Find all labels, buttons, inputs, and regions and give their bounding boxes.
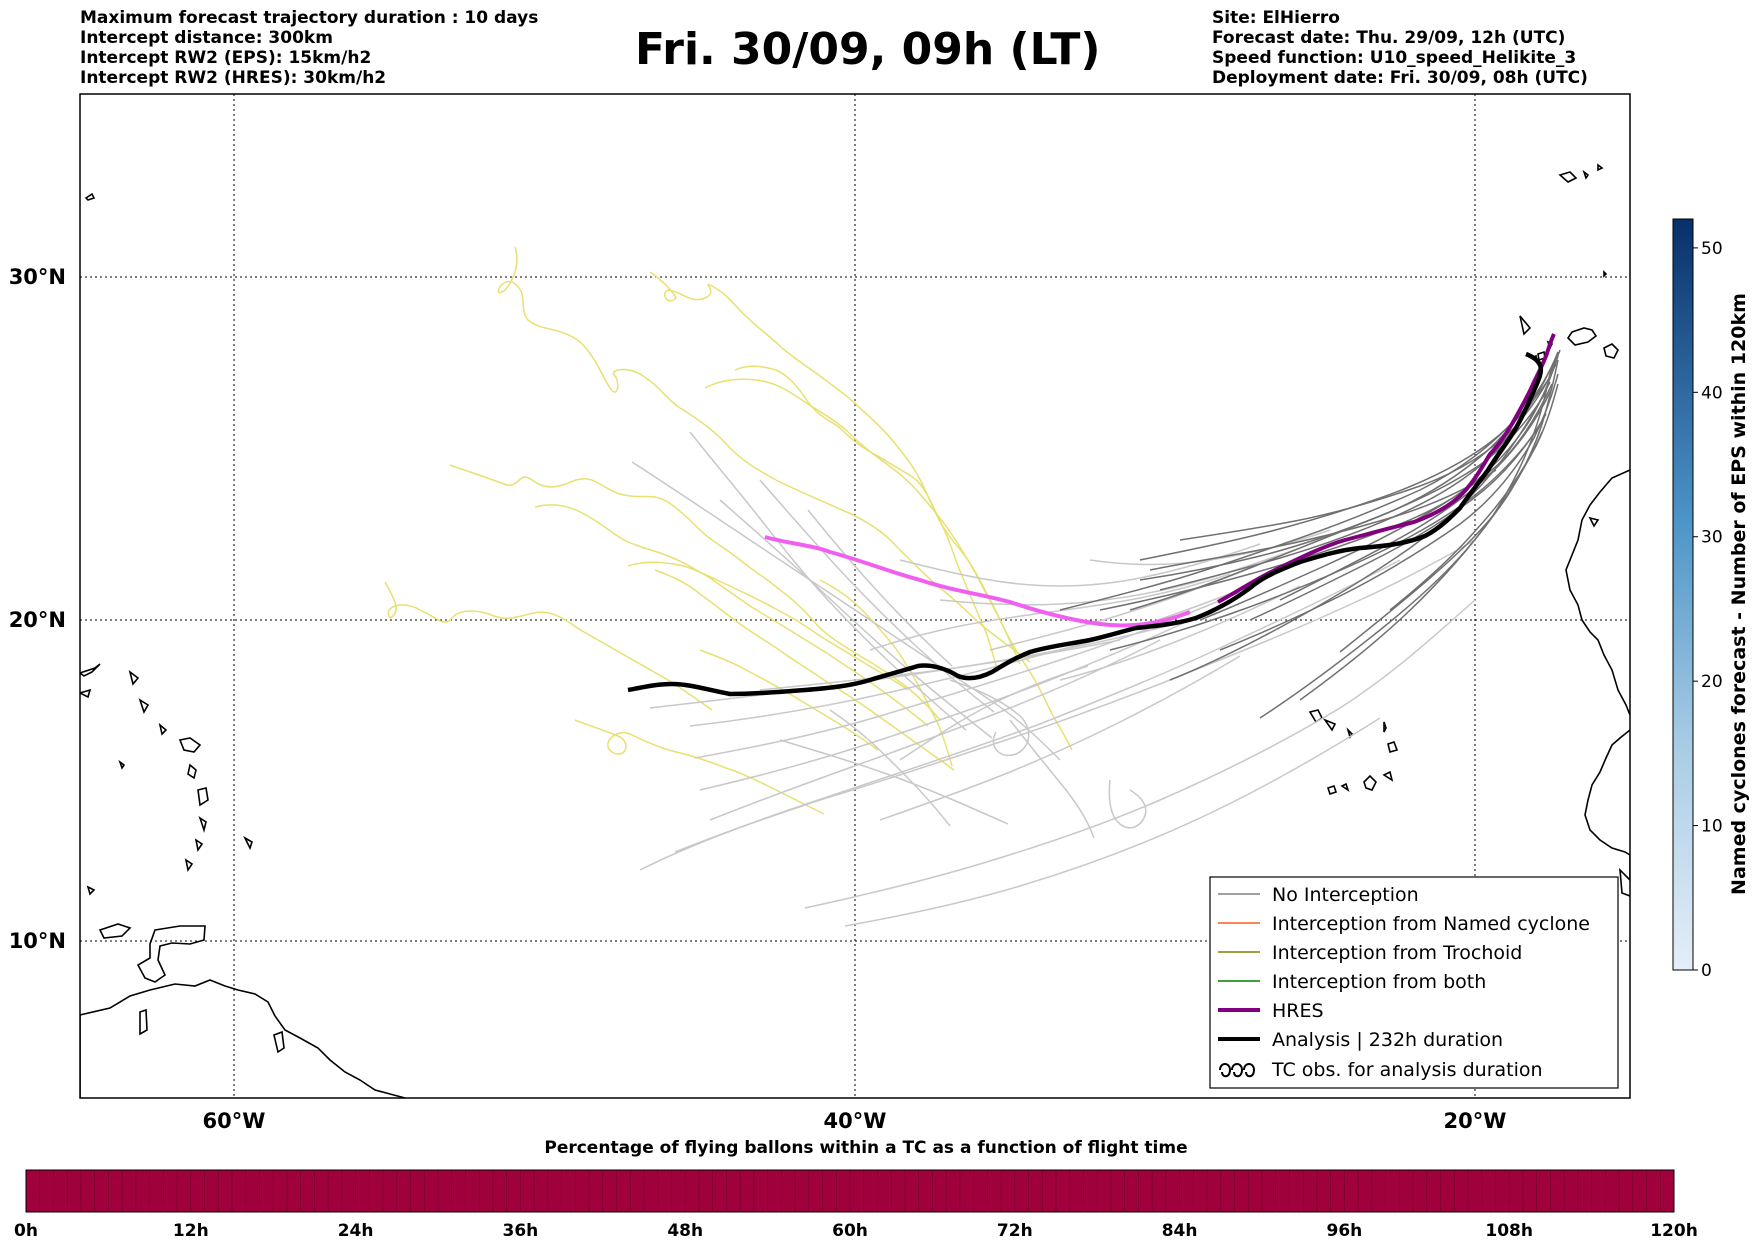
lon-labels: 60°W 40°W 20°W: [203, 1109, 1507, 1133]
legend-item-both: Interception from both: [1218, 971, 1486, 993]
intercept-hres-text: Intercept RW2 (HRES): 30km/h2: [80, 68, 387, 88]
colorbar-right-tick-label: 30: [1701, 528, 1723, 548]
legend-label: Interception from both: [1272, 971, 1486, 993]
map-area: [80, 94, 1630, 1098]
legend-item-analysis: Analysis | 232h duration: [1218, 1029, 1503, 1051]
coastlines: [80, 163, 1630, 1098]
trochoid-trajectories: [384, 246, 1073, 815]
colorbar-bottom-tick-label: 72h: [997, 1221, 1033, 1241]
colorbar-bottom-tick-label: 120h: [1650, 1221, 1698, 1241]
colorbar-right-gradient: [1672, 218, 1694, 971]
intercept-distance-text: Intercept distance: 300km: [80, 28, 333, 48]
colorbar-bottom-divisions: [39, 1170, 1661, 1212]
colorbar-bottom-tick-label: 84h: [1162, 1221, 1198, 1241]
site-text: Site: ElHierro: [1212, 8, 1340, 28]
colorbar-right-ticks: 0 10 20 30 40 50: [1693, 239, 1723, 981]
trochoid-icon: [1219, 1063, 1256, 1078]
header-left-info: Maximum forecast trajectory duration : 1…: [80, 8, 538, 88]
header-right-info: Site: ElHierro Forecast date: Thu. 29/09…: [1212, 8, 1588, 88]
colorbar-bottom-tick-label: 96h: [1327, 1221, 1363, 1241]
colorbar-bottom-tick-label: 108h: [1485, 1221, 1533, 1241]
legend-item-hres: HRES: [1218, 1000, 1324, 1022]
page-title: Fri. 30/09, 09h (LT): [635, 24, 1101, 75]
colorbar-bottom-tick-label: 12h: [173, 1221, 209, 1241]
hres-trajectory-pink: [764, 535, 1191, 628]
lon-label-60w: 60°W: [203, 1109, 266, 1133]
lon-label-20w: 20°W: [1444, 1109, 1507, 1133]
forecast-date-text: Forecast date: Thu. 29/09, 12h (UTC): [1212, 28, 1566, 48]
colorbar-right-tick-label: 50: [1701, 239, 1723, 259]
lat-label-30n: 30°N: [9, 265, 66, 289]
speed-function-text: Speed function: U10_speed_Helikite_3: [1212, 48, 1577, 68]
colorbar-right-tick-label: 10: [1701, 817, 1723, 837]
legend-item-no-interception: No Interception: [1218, 884, 1419, 906]
legend-item-trochoid: Interception from Trochoid: [1218, 942, 1522, 964]
colorbar-bottom-tick-label: 48h: [667, 1221, 703, 1241]
eps-trajectories: [631, 431, 1476, 927]
lat-labels: 30°N 20°N 10°N: [9, 265, 66, 953]
legend-label: HRES: [1272, 1000, 1324, 1022]
intercept-eps-text: Intercept RW2 (EPS): 15km/h2: [80, 48, 372, 68]
legend-item-tc-obs: TC obs. for analysis duration: [1219, 1059, 1543, 1081]
colorbar-right-tick-label: 0: [1701, 961, 1712, 981]
colorbar-right-tick-label: 40: [1701, 383, 1723, 403]
colorbar-right-label: Named cyclones forecast - Number of EPS …: [1728, 293, 1750, 895]
legend: No Interception Interception from Named …: [1209, 876, 1619, 1089]
lon-label-40w: 40°W: [824, 1109, 887, 1133]
colorbar-right-tick-label: 20: [1701, 672, 1723, 692]
legend-label: No Interception: [1272, 884, 1419, 906]
max-duration-text: Maximum forecast trajectory duration : 1…: [80, 8, 539, 28]
colorbar-right: 0 10 20 30 40 50 Named cyclones forecast - Nu…: [1672, 218, 1750, 981]
no-interception-trajectories: [1059, 349, 1561, 719]
colorbar-bottom-title: Percentage of flying ballons within a TC…: [544, 1138, 1187, 1158]
colorbar-bottom-tick-label: 0h: [14, 1221, 38, 1241]
analysis-trajectory: [627, 351, 1543, 697]
colorbar-bottom-tick-label: 36h: [503, 1221, 539, 1241]
map-frame: [79, 93, 1631, 1099]
lat-label-20n: 20°N: [9, 608, 66, 632]
lat-label-10n: 10°N: [9, 929, 66, 953]
colorbar-bottom-tick-label: 60h: [832, 1221, 868, 1241]
colorbar-bottom-ticks: 0h 12h 24h 36h 48h 60h 72h 84h 96h 108h 120h: [14, 1221, 1698, 1241]
legend-item-named-cyclone: Interception from Named cyclone: [1218, 913, 1590, 935]
colorbar-bottom: Percentage of flying ballons within a TC…: [14, 1138, 1698, 1241]
legend-label: Analysis | 232h duration: [1272, 1029, 1503, 1051]
legend-box: [1209, 876, 1619, 1089]
legend-label: TC obs. for analysis duration: [1271, 1059, 1543, 1081]
deployment-date-text: Deployment date: Fri. 30/09, 08h (UTC): [1212, 68, 1588, 88]
colorbar-bottom-tick-label: 24h: [338, 1221, 374, 1241]
legend-label: Interception from Trochoid: [1272, 942, 1522, 964]
legend-label: Interception from Named cyclone: [1272, 913, 1590, 935]
